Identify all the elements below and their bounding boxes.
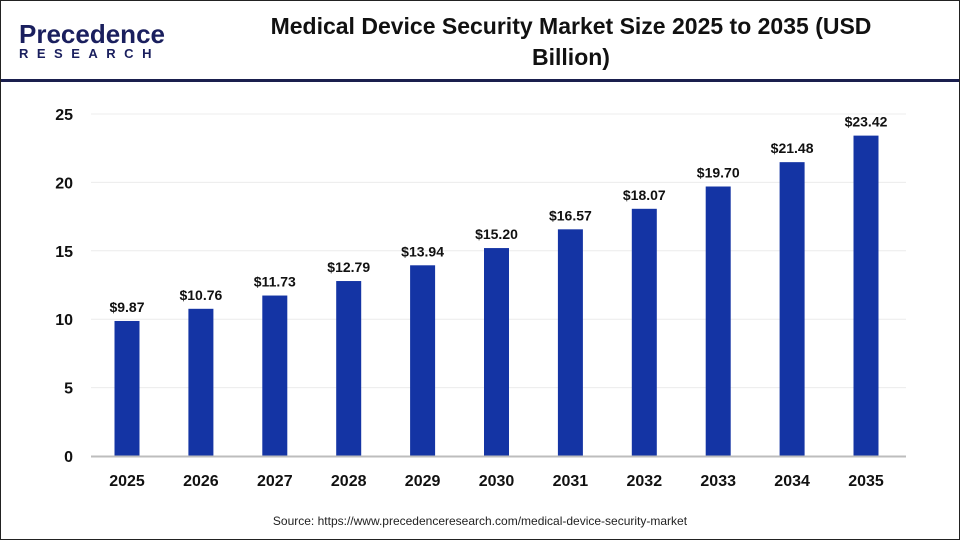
logo-line2: RESEARCH [19, 46, 160, 61]
bar [631, 208, 657, 456]
data-label: $9.87 [109, 299, 144, 315]
bar-chart: 0510152025$9.872025$10.762026$11.732027$… [55, 107, 906, 490]
data-label: $15.20 [475, 226, 518, 242]
data-label: $21.48 [771, 140, 814, 156]
y-tick-label: 15 [55, 244, 73, 261]
x-tick-label: 2027 [257, 473, 293, 490]
x-tick-label: 2030 [479, 473, 515, 490]
x-tick-label: 2032 [627, 473, 663, 490]
x-tick-label: 2035 [848, 473, 884, 490]
y-tick-label: 10 [55, 312, 73, 329]
source-note: Source: https://www.precedenceresearch.c… [272, 514, 688, 528]
bar [188, 308, 214, 456]
header: Precedence RESEARCH Medical Device Secur… [1, 1, 959, 82]
bar [410, 265, 436, 456]
x-tick-label: 2025 [109, 473, 145, 490]
data-label: $16.57 [549, 207, 592, 223]
bar [484, 248, 509, 456]
y-tick-label: 0 [64, 449, 73, 466]
logo-line1: Precedence [19, 19, 165, 49]
x-tick-label: 2033 [700, 473, 736, 490]
y-tick-label: 25 [55, 107, 73, 124]
data-label: $12.79 [327, 259, 370, 275]
x-tick-label: 2031 [553, 473, 589, 490]
data-label: $23.42 [845, 114, 888, 130]
bar [853, 135, 879, 457]
x-tick-label: 2026 [183, 473, 219, 490]
bar [705, 186, 731, 456]
data-label: $10.76 [179, 287, 222, 303]
data-label: $13.94 [401, 243, 444, 259]
y-tick-label: 20 [55, 175, 73, 192]
bar [779, 162, 805, 456]
bar [262, 295, 288, 456]
chart-title: Medical Device Security Market Size 2025… [270, 13, 872, 70]
x-tick-label: 2029 [405, 473, 441, 490]
bar [557, 229, 583, 456]
y-tick-label: 5 [64, 381, 73, 398]
bar [336, 281, 362, 456]
data-label: $19.70 [697, 165, 740, 181]
data-label: $11.73 [254, 274, 296, 290]
x-tick-label: 2034 [774, 473, 810, 490]
x-tick-label: 2028 [331, 473, 367, 490]
precedence-research-logo: Precedence RESEARCH [19, 21, 165, 61]
bar [114, 320, 140, 456]
data-label: $18.07 [623, 187, 666, 203]
